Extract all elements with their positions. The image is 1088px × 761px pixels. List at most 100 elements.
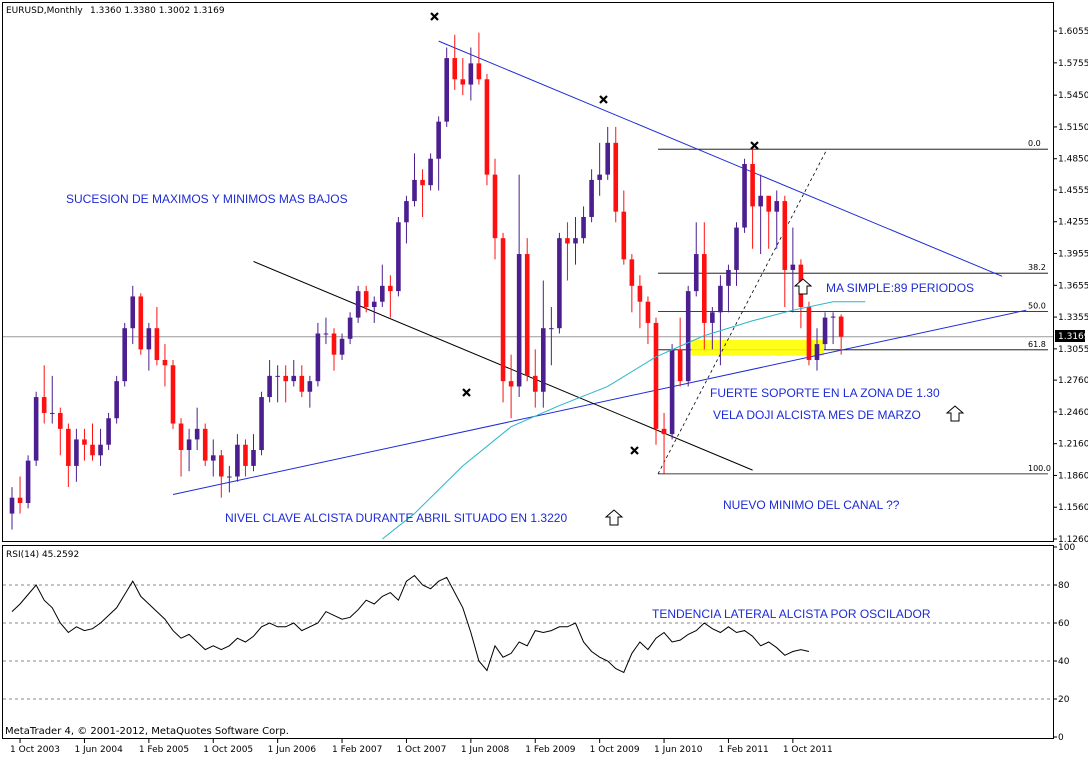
candle-body — [82, 439, 87, 445]
price-tick-label: 1.5755 — [1058, 59, 1088, 69]
candle-body — [162, 359, 168, 366]
candle-body — [718, 285, 723, 313]
candle-body — [661, 428, 667, 435]
candle-body — [605, 142, 610, 175]
time-tick-label: 1 Oct 2007 — [396, 745, 446, 755]
annotation-nuevo-minimo: NUEVO MINIMO DEL CANAL ?? — [723, 498, 900, 512]
time-tick-label: 1 Feb 2009 — [525, 745, 576, 755]
candle-body — [508, 381, 514, 387]
price-tick-label: 1.3955 — [1058, 250, 1088, 260]
time-tick-label: 1 Feb 2005 — [139, 745, 189, 755]
candle-body — [597, 174, 602, 180]
price-tick-label: 1.1860 — [1058, 471, 1088, 481]
time-tick-label: 1 Feb 2011 — [718, 745, 768, 755]
time-tick-label: 1 Oct 2003 — [10, 745, 60, 755]
time-tick-label: 1 Oct 2005 — [203, 745, 253, 755]
price-tick-label: 1.2160 — [1058, 440, 1088, 450]
candle-body — [710, 312, 715, 323]
rsi-label: RSI(14) 45.2592 — [6, 550, 79, 560]
candle-body — [677, 349, 683, 382]
support-zone — [691, 339, 825, 356]
price-tick-label: 1.5450 — [1058, 91, 1088, 101]
candle-body — [210, 455, 216, 461]
candle-body — [9, 497, 15, 514]
candle-body — [782, 201, 788, 270]
candle-body — [227, 476, 232, 478]
annotation-nivel-clave: NIVEL CLAVE ALCISTA DURANTE ABRIL SITUAD… — [225, 511, 567, 525]
fib-level-label: 100.0 — [1028, 464, 1051, 473]
candle-body — [573, 238, 578, 244]
candle-body — [549, 328, 554, 330]
chart-symbol: EURUSD,Monthly — [6, 6, 83, 16]
candle-body — [468, 63, 474, 85]
candle-body — [33, 397, 39, 461]
candle-body — [444, 58, 449, 122]
candle-body — [685, 291, 691, 382]
candle-body — [299, 375, 305, 392]
candle-body — [178, 423, 184, 451]
price-tick-label: 1.4555 — [1058, 186, 1088, 196]
candle-body — [420, 179, 425, 186]
annotation-doji: VELA DOJI ALCISTA MES DE MARZO — [713, 408, 921, 422]
candle-body — [146, 328, 152, 350]
annotation-ma-simple: MA SIMPLE:89 PERIODOS — [826, 281, 974, 295]
price-tick-label: 1.1560 — [1058, 503, 1088, 513]
candle-body — [476, 63, 482, 80]
descending-trendline — [438, 40, 1003, 277]
candle-body — [235, 444, 240, 477]
candle-body — [138, 296, 144, 350]
candle-body — [331, 333, 337, 355]
current-price-box — [1055, 330, 1085, 342]
cross-marker-icon — [462, 388, 471, 397]
price-tick-label: 1.3355 — [1058, 313, 1088, 323]
time-tick-label: 1 Oct 2011 — [783, 745, 833, 755]
main-panel-frame — [2, 2, 1054, 542]
candle-body — [396, 222, 401, 292]
candle-body — [283, 375, 288, 382]
candle-body — [758, 195, 763, 207]
cross-marker-icon — [599, 95, 608, 104]
candle-body — [25, 460, 31, 503]
candle-body — [307, 381, 313, 392]
up-arrow-icon — [604, 509, 624, 526]
candle-body — [645, 301, 651, 323]
candle-body — [621, 211, 627, 260]
candle-body — [774, 201, 780, 212]
candle-body — [581, 216, 586, 239]
candle-body — [194, 428, 200, 440]
candle-body — [532, 375, 538, 392]
candle-body — [219, 455, 224, 477]
candle-body — [371, 301, 377, 308]
annotation-soporte: FUERTE SOPORTE EN LA ZONA DE 1.30 — [710, 386, 940, 400]
candle-body — [613, 142, 619, 212]
candle-body — [315, 333, 321, 382]
candle-body — [838, 316, 844, 337]
candle-body — [806, 307, 812, 360]
candle-body — [412, 179, 417, 202]
candle-body — [404, 201, 409, 223]
fib-level-label: 38.2 — [1028, 263, 1046, 272]
candle-body — [243, 444, 248, 466]
candle-body — [267, 375, 272, 398]
overlay-layer — [11, 301, 866, 674]
rsi-tick-label: 20 — [1058, 695, 1070, 705]
candle-body — [500, 238, 506, 382]
candle-body — [355, 291, 361, 318]
candle-body — [170, 365, 176, 424]
fib-level-label: 50.0 — [1028, 302, 1046, 311]
candle-body — [259, 397, 264, 451]
candle-body — [186, 439, 192, 451]
candle-body — [436, 121, 441, 159]
price-tick-label: 1.2460 — [1058, 408, 1088, 418]
price-tick-label: 1.4255 — [1058, 218, 1088, 228]
candle-body — [428, 158, 433, 186]
cross-marker-icon — [750, 141, 759, 150]
candle-body — [669, 349, 675, 435]
candle-body — [742, 164, 747, 228]
candle-body — [734, 227, 739, 270]
candle-body — [637, 285, 643, 302]
candle-layer — [9, 32, 844, 530]
candle-body — [339, 338, 345, 355]
chart-ohlc: 1.3360 1.3380 1.3002 1.3169 — [90, 6, 225, 16]
